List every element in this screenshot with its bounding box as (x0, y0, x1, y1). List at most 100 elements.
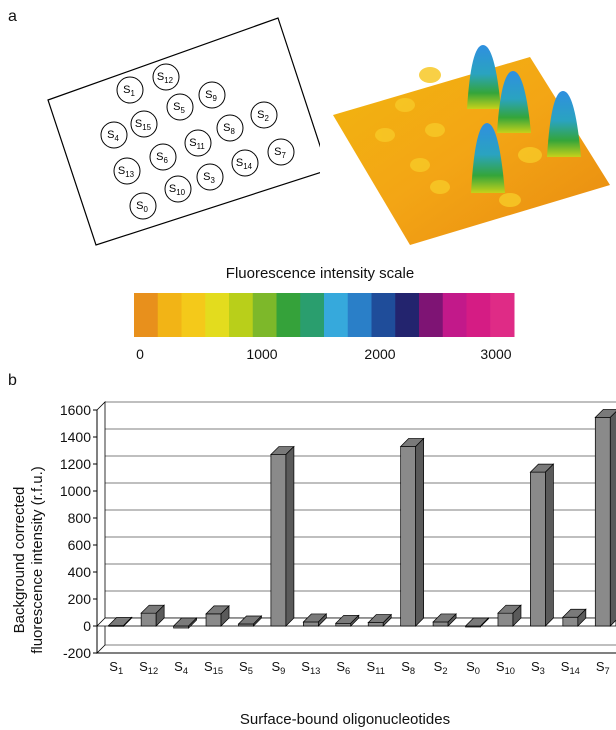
spot-S1: S1 (116, 76, 144, 104)
spot-S15: S15 (130, 110, 158, 138)
scale-swatch (134, 293, 159, 337)
bar-S8 (399, 437, 425, 627)
y-axis-title-line2: fluorescence intensity (r.f.u.) (29, 466, 46, 654)
bar-S0 (464, 617, 490, 628)
y-tick-label: 200 (68, 591, 92, 607)
bar-S10 (497, 604, 522, 627)
spot-label: S12 (157, 71, 173, 85)
color-scale: 0 1000 2000 3000 (134, 293, 515, 362)
spot-S14: S14 (231, 149, 259, 177)
scale-swatch (157, 293, 182, 337)
scale-swatch (181, 293, 206, 337)
bar-S13 (302, 613, 328, 627)
y-tick-label: -200 (63, 645, 91, 661)
x-tick-label: S3 (531, 659, 545, 676)
bar-S15 (205, 605, 230, 627)
y-tick-label: 1200 (60, 456, 91, 472)
bar-S11 (367, 613, 393, 627)
x-tick-label: S1 (109, 659, 123, 676)
bar-S7 (594, 409, 616, 627)
scale-swatch (300, 293, 325, 337)
spot-label: S10 (169, 183, 186, 197)
x-tick-label: S6 (336, 659, 350, 676)
bar-S6 (334, 614, 360, 627)
y-axis-title-line1: Background corrected (11, 487, 28, 634)
scale-swatch (395, 293, 420, 337)
scale-swatch (205, 293, 230, 337)
scale-tick-label: 0 (136, 346, 144, 362)
spot-S8: S8 (216, 114, 244, 142)
spot-label: S5 (173, 101, 185, 115)
scale-swatch (442, 293, 467, 337)
spot-S4: S4 (100, 121, 128, 149)
spot-S6: S6 (149, 143, 177, 171)
scale-swatch (419, 293, 444, 337)
bar-S4 (172, 617, 198, 629)
back-wall (96, 401, 106, 654)
scale-swatch (252, 293, 277, 337)
scale-swatch (466, 293, 491, 337)
y-tick-label: 600 (68, 537, 92, 553)
y-tick-label: 0 (83, 618, 91, 634)
spot-S3: S3 (196, 163, 224, 191)
y-tick-label: 1000 (60, 483, 91, 499)
x-tick-label: S8 (401, 659, 415, 676)
spot-S0: S0 (129, 192, 157, 220)
bar-S9 (270, 445, 295, 627)
spot-label: S13 (118, 165, 135, 179)
bar-S12 (140, 604, 166, 627)
scale-tick-label: 2000 (364, 346, 395, 362)
scale-swatch (347, 293, 372, 337)
slide-outline (47, 17, 320, 246)
scale-tick-label: 3000 (480, 346, 511, 362)
y-tick-label: 1600 (60, 402, 91, 418)
x-tick-label: S15 (204, 659, 223, 676)
spot-label: S15 (135, 118, 152, 132)
x-tick-label: S14 (561, 659, 580, 676)
scale-swatch (229, 293, 254, 337)
spot-S11: S11 (184, 129, 212, 157)
scale-swatch (490, 293, 515, 337)
panel-a-label: a (8, 8, 17, 25)
scale-swatch (276, 293, 301, 337)
spot-label: S1 (123, 84, 135, 98)
spot-label: S14 (236, 157, 253, 171)
spot-S13: S13 (113, 157, 141, 185)
spot-label: S11 (189, 137, 205, 151)
y-tick-label: 1400 (60, 429, 91, 445)
y-tick-label: 400 (68, 564, 92, 580)
x-tick-label: S5 (239, 659, 253, 676)
low-spot (375, 67, 542, 207)
spot-label: S3 (203, 171, 215, 185)
spot-label: S6 (156, 151, 168, 165)
x-tick-label: S13 (301, 659, 320, 676)
spot-label: S2 (257, 109, 269, 123)
peak-spot (467, 45, 581, 193)
spot-S2: S2 (250, 101, 278, 129)
x-tick-label: S7 (596, 659, 610, 676)
scale-title: Fluorescence intensity scale (225, 265, 415, 282)
panel-b-label: b (8, 372, 17, 389)
spot-label: S9 (205, 89, 217, 103)
y-tick-label: 800 (68, 510, 92, 526)
x-tick-label: S4 (174, 659, 188, 676)
fluorescence-3d-image (333, 45, 610, 245)
x-tick-label: S12 (139, 659, 158, 676)
x-tick-label: S10 (496, 659, 515, 676)
spot-S5: S5 (166, 93, 194, 121)
spot-S10: S10 (164, 175, 192, 203)
scale-swatch (324, 293, 349, 337)
bar-chart: -200 0 200 400 600 800 1000 1200 1400 1600 S1 S12 S… (11, 401, 616, 728)
spot-label: S8 (223, 122, 235, 136)
spot-S12: S12 (152, 63, 180, 91)
spot-label: S7 (274, 146, 286, 160)
x-tick-label: S9 (271, 659, 285, 676)
scale-tick-label: 1000 (246, 346, 277, 362)
spot-S9: S9 (198, 81, 226, 109)
bar-S3 (529, 463, 555, 627)
bar-S14 (561, 608, 587, 627)
bar-S2 (432, 613, 457, 627)
x-axis-title: Surface-bound oligonucleotides (240, 711, 450, 728)
slide-schematic: S1 S12 S9 S5 S15 S2 S4 S8 S11 S6 S13 S7 S14 S3 S10 S0 (47, 17, 320, 246)
bar-S5 (237, 615, 263, 627)
